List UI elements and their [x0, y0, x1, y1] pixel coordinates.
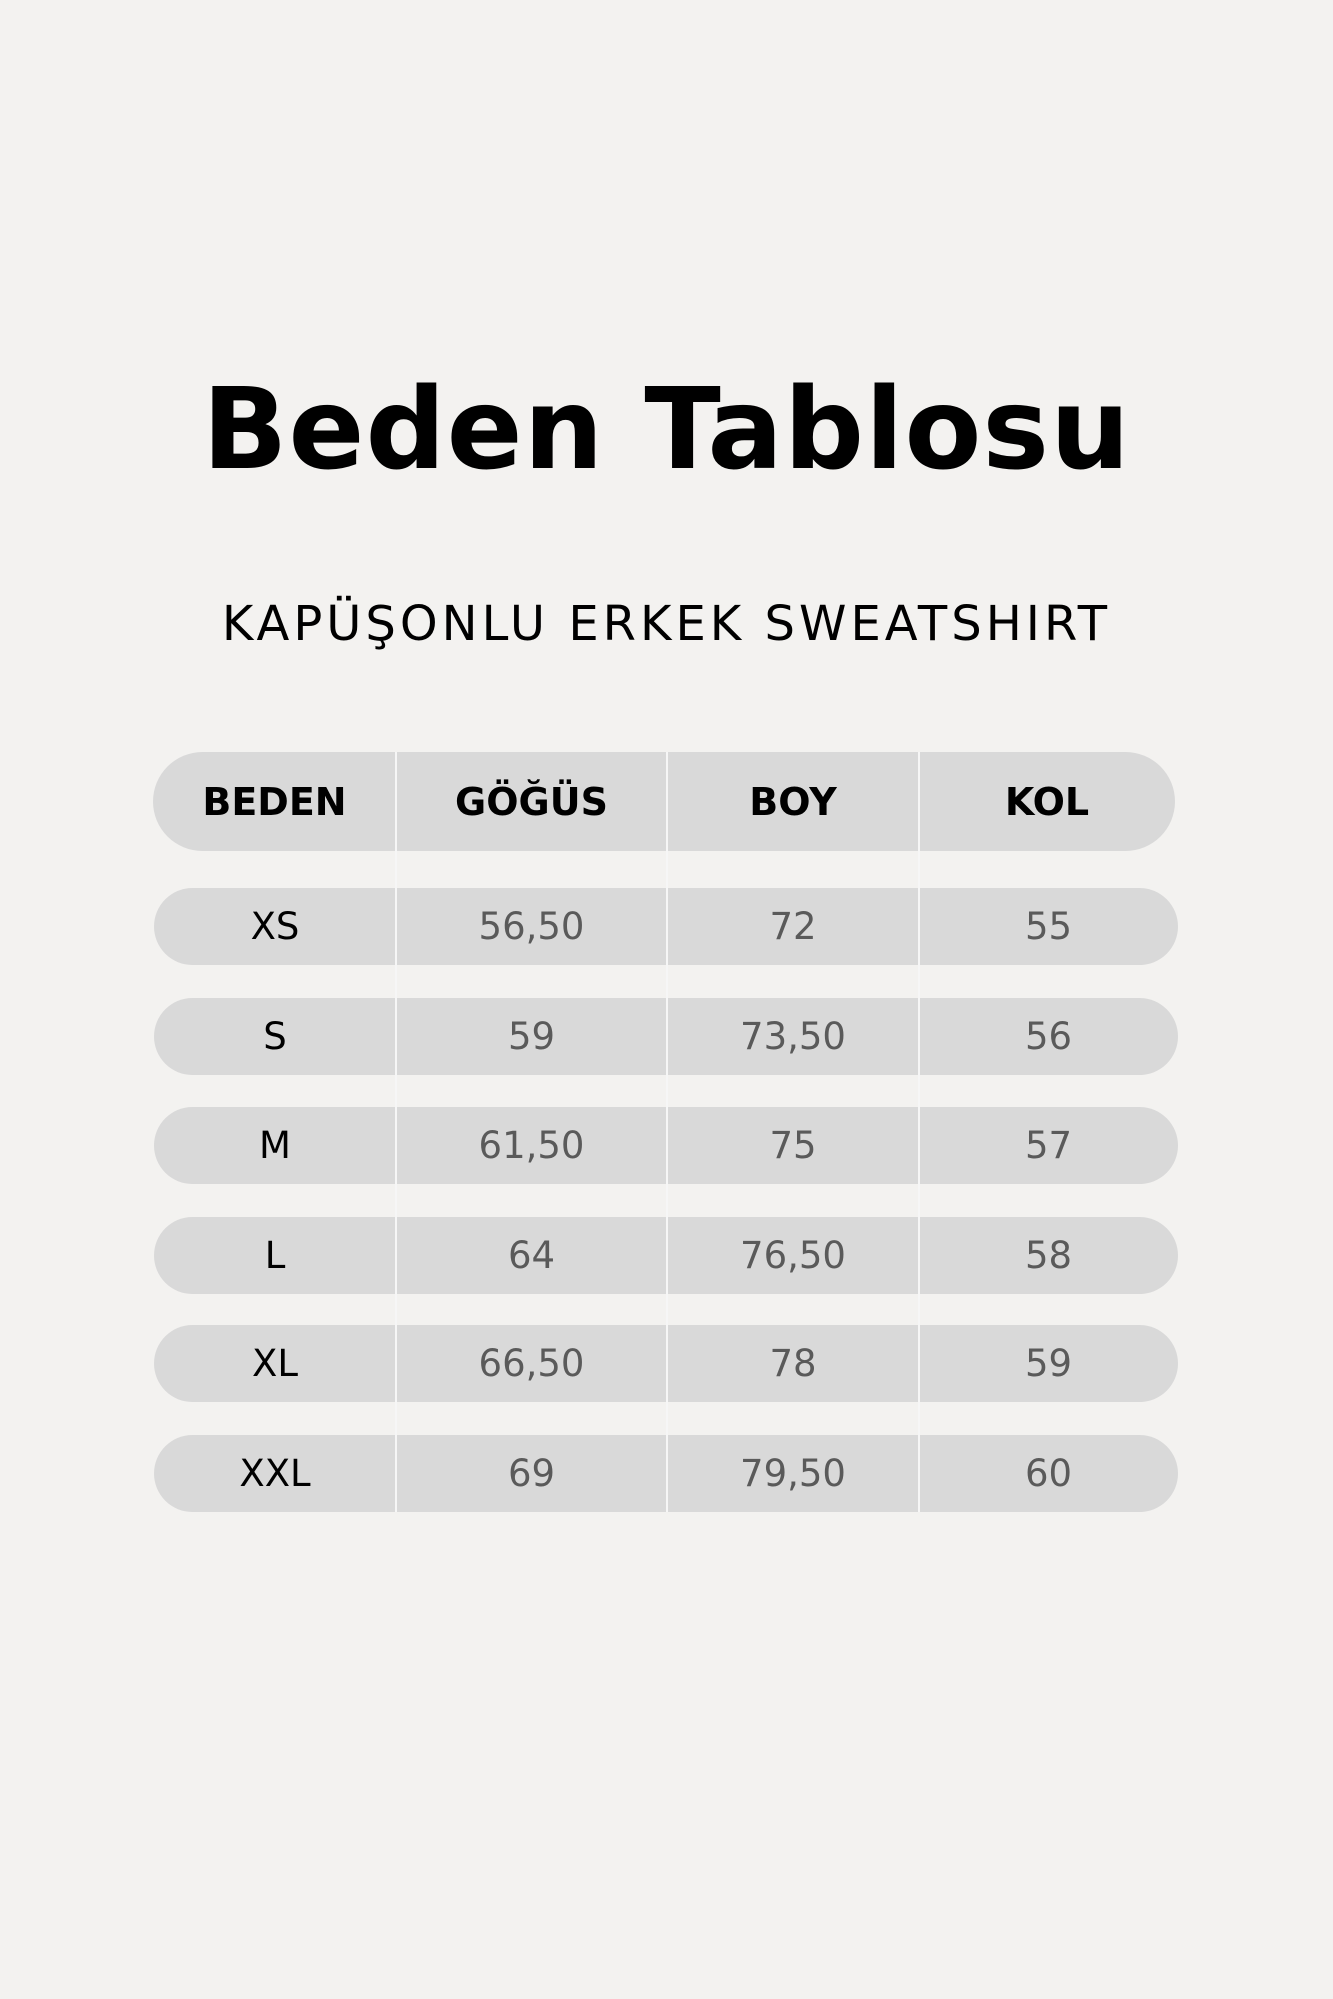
header-gogus: GÖĞÜS	[455, 779, 608, 824]
table-header-row: BEDEN GÖĞÜS BOY KOL	[153, 752, 1175, 851]
length-cell: 73,50	[740, 1015, 846, 1058]
column-divider	[918, 752, 920, 1512]
size-cell: XL	[252, 1342, 298, 1385]
page-subtitle: KAPÜŞONLU ERKEK SWEATSHIRT	[221, 596, 1112, 652]
page-title: Beden Tablosu	[202, 365, 1131, 495]
length-cell: 76,50	[740, 1234, 846, 1277]
chest-cell: 61,50	[478, 1124, 585, 1167]
chest-cell: 64	[507, 1234, 556, 1277]
chest-cell: 66,50	[478, 1342, 585, 1385]
chest-cell: 69	[507, 1452, 556, 1495]
column-divider	[666, 752, 668, 1512]
chest-cell: 59	[507, 1015, 556, 1058]
length-cell: 78	[769, 1342, 817, 1385]
size-cell: L	[264, 1234, 286, 1277]
sleeve-cell: 60	[1024, 1452, 1073, 1495]
sleeve-cell: 55	[1024, 905, 1073, 948]
length-cell: 79,50	[740, 1452, 846, 1495]
chest-cell: 56,50	[478, 905, 585, 948]
length-cell: 72	[769, 905, 817, 948]
size-cell: XS	[250, 905, 300, 948]
size-cell: S	[263, 1015, 287, 1058]
sleeve-cell: 56	[1024, 1015, 1073, 1058]
header-kol: KOL	[1004, 779, 1090, 824]
header-boy: BOY	[749, 779, 837, 824]
length-cell: 75	[769, 1124, 817, 1167]
column-divider	[395, 752, 397, 1512]
size-cell: M	[259, 1124, 291, 1167]
sleeve-cell: 59	[1024, 1342, 1073, 1385]
size-cell: XXL	[239, 1452, 311, 1495]
sleeve-cell: 58	[1024, 1234, 1073, 1277]
header-beden: BEDEN	[202, 779, 347, 824]
sleeve-cell: 57	[1024, 1124, 1073, 1167]
